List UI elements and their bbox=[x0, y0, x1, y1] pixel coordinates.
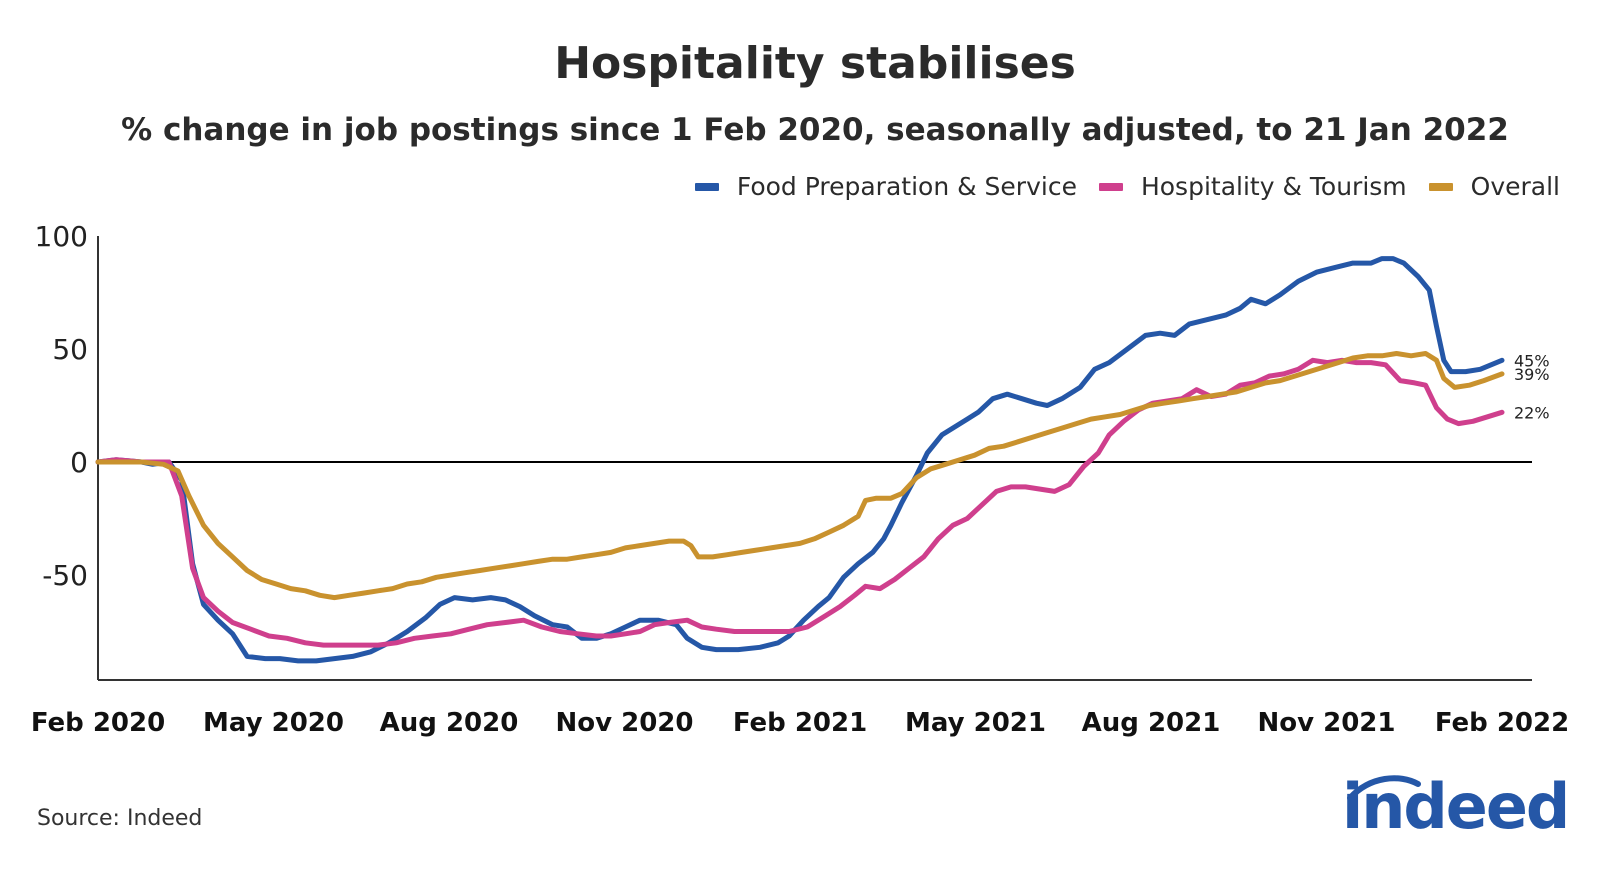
x-tick-label: Feb 2020 bbox=[31, 708, 165, 738]
legend-label-overall: Overall bbox=[1470, 172, 1560, 201]
legend-swatch-hospitality bbox=[1098, 182, 1123, 191]
legend: Food Preparation & Service Hospitality &… bbox=[694, 172, 1560, 201]
x-tick-label: Aug 2021 bbox=[1082, 708, 1221, 738]
y-tick-label: 0 bbox=[70, 446, 88, 479]
x-tick-label: Feb 2021 bbox=[733, 708, 867, 738]
x-tick-label: Nov 2021 bbox=[1258, 708, 1396, 738]
source-note: Source: Indeed bbox=[37, 806, 203, 831]
x-tick-label: May 2020 bbox=[203, 708, 344, 738]
end-label-1: 22% bbox=[1514, 403, 1550, 422]
x-tick-label: Nov 2020 bbox=[556, 708, 694, 738]
x-tick-label: Aug 2020 bbox=[380, 708, 519, 738]
y-tick-label: 100 bbox=[35, 220, 88, 253]
legend-item-overall: Overall bbox=[1428, 172, 1560, 201]
legend-item-hospitality: Hospitality & Tourism bbox=[1098, 172, 1407, 201]
y-tick-label: 50 bbox=[52, 333, 88, 366]
end-label-0: 45% bbox=[1514, 351, 1550, 370]
chart-title: Hospitality stabilises bbox=[554, 38, 1076, 89]
series-line-1 bbox=[95, 357, 1505, 648]
legend-item-food: Food Preparation & Service bbox=[694, 172, 1077, 201]
chart-subtitle: % change in job postings since 1 Feb 202… bbox=[121, 112, 1509, 148]
logo-arc-icon bbox=[1347, 775, 1421, 801]
series-line-2 bbox=[95, 351, 1505, 601]
legend-label-hospitality: Hospitality & Tourism bbox=[1140, 172, 1407, 201]
y-tick-label: -50 bbox=[42, 559, 88, 592]
legend-swatch-food bbox=[694, 182, 719, 191]
x-tick-label: Feb 2022 bbox=[1435, 708, 1569, 738]
legend-label-food: Food Preparation & Service bbox=[736, 172, 1077, 201]
logo-text: indeed bbox=[1342, 770, 1570, 843]
x-tick-label: May 2021 bbox=[905, 708, 1046, 738]
legend-swatch-overall bbox=[1428, 182, 1453, 191]
indeed-logo: indeed bbox=[1330, 770, 1570, 843]
series-line-0 bbox=[95, 256, 1505, 664]
end-label-2: 39% bbox=[1514, 365, 1550, 384]
